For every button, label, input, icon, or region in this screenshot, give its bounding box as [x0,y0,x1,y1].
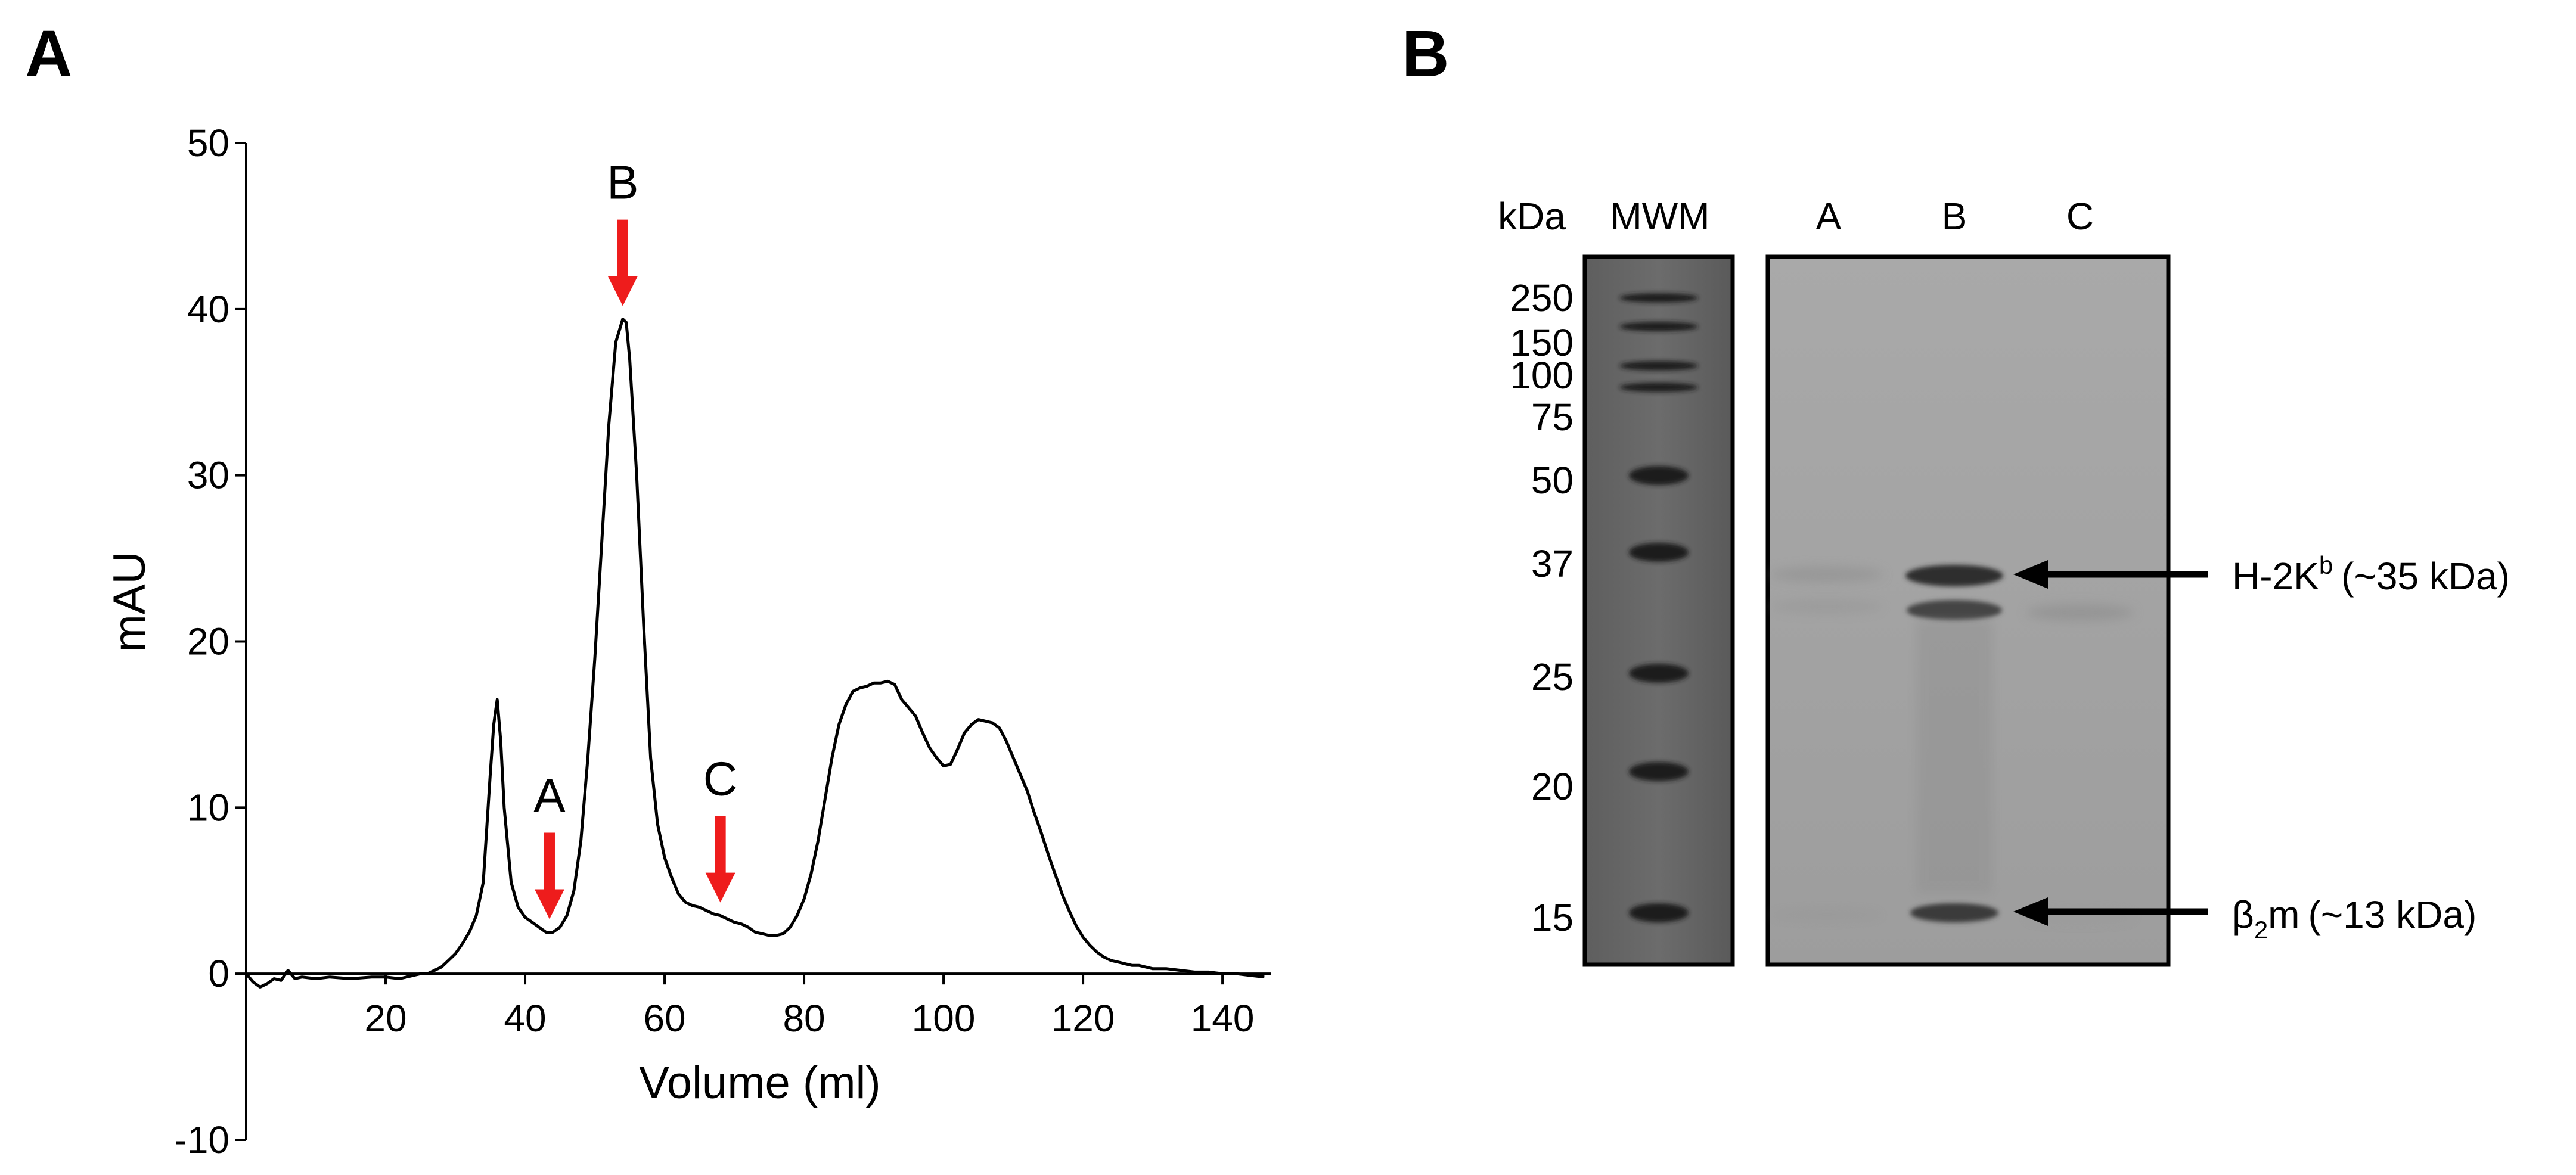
mwm-lane-label: MWM [1610,195,1709,238]
band-label-h2kb: H-2Kb (~35 kDa) [2232,551,2510,598]
marker-band-20 [1629,762,1689,781]
marker-band-75 [1619,383,1698,392]
annotation-label: A [533,769,566,822]
annotation-a: A [533,769,566,919]
band-subscript: 2 [2254,916,2268,944]
lane-b-band-35kda [1905,565,2003,586]
sample-bands [1770,565,2134,922]
arrowhead [2013,560,2048,589]
marker-label-100: 100 [1510,354,1573,397]
lane-b-band-13kda [1910,903,1998,922]
arrowhead [2013,897,2048,926]
band-superscript: b [2319,551,2333,579]
y-tick-label: 10 [187,786,229,829]
lane-a-band-13kda [1770,909,1883,921]
annotation-c: C [703,753,738,903]
y-tick-label: -10 [175,1118,230,1161]
marker-label-150: 150 [1510,321,1573,364]
marker-band-15 [1629,903,1689,922]
sample-lane-label-a: A [1816,195,1842,238]
mwm-lane-panel [1582,254,1735,967]
marker-band-37 [1629,543,1689,562]
band-description: (~35 kDa) [2341,555,2510,598]
marker-label-37: 37 [1531,542,1573,585]
peak-annotations: A B C [533,156,738,919]
kda-header: kDa [1498,195,1566,238]
lane-b-smear [1916,620,1992,894]
x-tick-label: 120 [1051,997,1115,1040]
y-tick-label: 50 [187,122,229,164]
band-name: β [2232,893,2254,936]
lane-b-band-32kda [1907,600,2002,620]
y-axis-label: mAU [104,552,155,652]
chart-axes [235,142,1271,1141]
y-tick-label: 30 [187,454,229,497]
marker-label-75: 75 [1531,396,1573,439]
sample-lane-labels: A B C [1816,195,2094,238]
x-tick-label: 100 [912,997,976,1040]
series-line [245,318,1265,989]
marker-band-50 [1629,466,1689,485]
marker-label-15: 15 [1531,896,1573,939]
lane-c-band-32kda [2026,604,2134,621]
x-tick-label: 80 [783,997,825,1040]
x-tick-label: 60 [643,997,685,1040]
band-name: H-2K [2232,555,2319,598]
annotation-arrowhead [607,276,638,306]
marker-bands [1619,293,1698,922]
marker-label-250: 250 [1510,276,1573,319]
lane-a-band-32kda [1770,599,1883,614]
panel-a-label: A [25,17,72,91]
x-tick-label: 40 [504,997,546,1040]
x-tick-label: 20 [364,997,406,1040]
annotation-arrowhead [705,872,735,903]
annotation-arrowhead [534,889,564,919]
band-annotation-h2kb: H-2Kb (~35 kDa) [2013,551,2510,598]
band-label-b2m: β2m (~13 kDa) [2232,893,2476,944]
x-axis-label: Volume (ml) [639,1058,880,1108]
marker-band-250 [1619,293,1698,303]
band-annotation-b2m: β2m (~13 kDa) [2013,893,2476,944]
y-tick-labels: -10 0 10 20 30 40 50 [175,122,230,1161]
annotation-b: B [607,156,639,306]
sample-lane-label-b: B [1942,195,1967,238]
y-tick-label: 40 [187,288,229,331]
annotation-label: C [703,753,738,806]
chromatogram-chart: -10 0 10 20 30 40 50 20 40 60 80 100 120 140 A B C Vol… [104,122,1271,1161]
lane-a-band-35kda [1770,567,1883,582]
band-suffix: m [2268,893,2299,936]
sample-lane-label-c: C [2066,195,2094,238]
marker-label-25: 25 [1531,655,1573,698]
annotation-label: B [607,156,638,209]
x-tick-label: 140 [1191,997,1255,1040]
marker-band-25 [1629,664,1689,683]
band-description: (~13 kDa) [2308,893,2476,936]
panel-b-label: B [1402,17,1449,91]
y-tick-label: 0 [208,952,229,995]
marker-band-150 [1619,322,1698,331]
x-tick-labels: 20 40 60 80 100 120 140 [364,997,1254,1040]
marker-label-50: 50 [1531,459,1573,502]
marker-band-100 [1619,361,1698,371]
y-tick-label: 20 [187,620,229,663]
marker-label-20: 20 [1531,765,1573,808]
